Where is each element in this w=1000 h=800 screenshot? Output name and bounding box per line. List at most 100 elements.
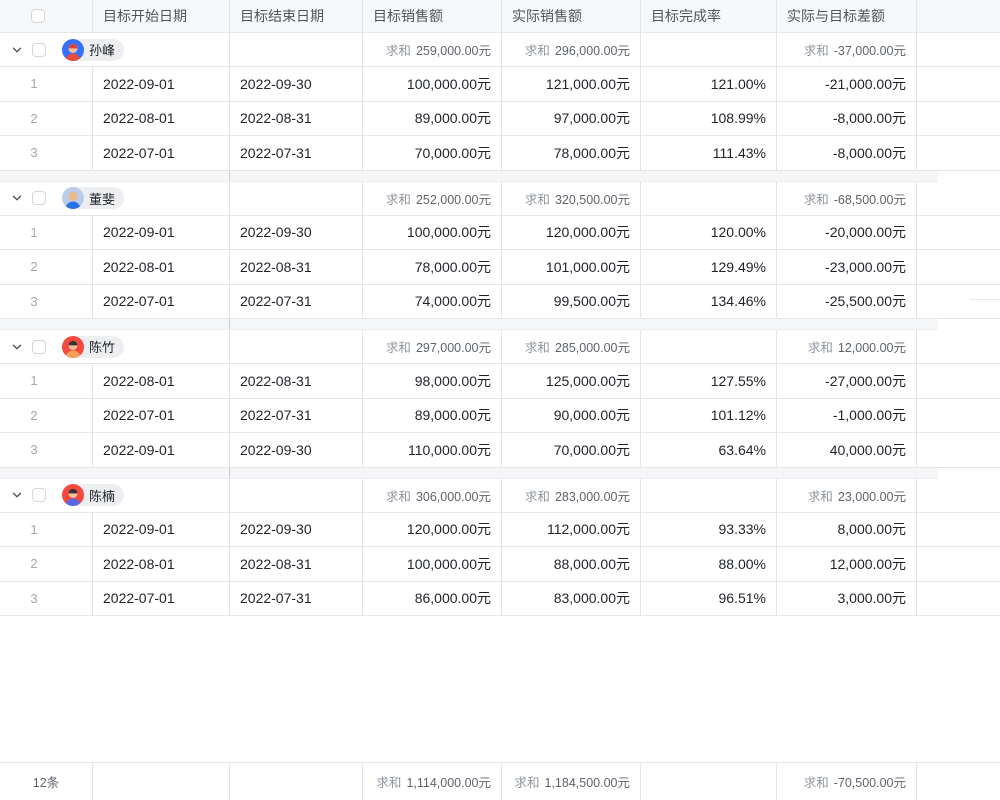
cell-actual-sales[interactable]: 97,000.00元: [502, 101, 641, 135]
cell-end-date[interactable]: 2022-08-31: [230, 364, 363, 398]
cell-target-sales[interactable]: 89,000.00元: [363, 101, 502, 135]
group-checkbox[interactable]: [32, 488, 46, 502]
cell-start-date[interactable]: 2022-09-01: [93, 433, 230, 467]
cell-difference[interactable]: -20,000.00元: [777, 215, 917, 249]
cell-difference[interactable]: -1,000.00元: [777, 398, 917, 432]
cell-completion-rate[interactable]: 63.64%: [641, 433, 777, 467]
cell-target-sales[interactable]: 100,000.00元: [363, 215, 502, 249]
cell-difference[interactable]: -27,000.00元: [777, 364, 917, 398]
scrollbar-thumb[interactable]: [970, 299, 1000, 300]
member-tag[interactable]: 陈竹: [62, 335, 125, 358]
cell-start-date[interactable]: 2022-07-01: [93, 398, 230, 432]
cell-completion-rate[interactable]: 120.00%: [641, 215, 777, 249]
cell-completion-rate[interactable]: 127.55%: [641, 364, 777, 398]
cell-start-date[interactable]: 2022-08-01: [93, 101, 230, 135]
cell-difference[interactable]: -21,000.00元: [777, 67, 917, 101]
cell-end-date[interactable]: 2022-07-31: [230, 136, 363, 170]
cell-actual-sales[interactable]: 101,000.00元: [502, 250, 641, 284]
cell-actual-sales[interactable]: 78,000.00元: [502, 136, 641, 170]
row-handle[interactable]: 3: [0, 136, 93, 170]
row-handle[interactable]: 3: [0, 581, 93, 615]
cell-actual-sales[interactable]: 125,000.00元: [502, 364, 641, 398]
cell-difference[interactable]: 40,000.00元: [777, 433, 917, 467]
group-title-cell[interactable]: 陈楠: [0, 478, 230, 512]
group-title-cell[interactable]: 陈竹: [0, 330, 230, 363]
cell-completion-rate[interactable]: 121.00%: [641, 67, 777, 101]
cell-target-sales[interactable]: 100,000.00元: [363, 547, 502, 581]
column-header[interactable]: 目标开始日期: [93, 0, 230, 32]
cell-target-sales[interactable]: 110,000.00元: [363, 433, 502, 467]
cell-difference[interactable]: 12,000.00元: [777, 547, 917, 581]
cell-end-date[interactable]: 2022-09-30: [230, 215, 363, 249]
column-header[interactable]: 目标结束日期: [230, 0, 363, 32]
cell-actual-sales[interactable]: 90,000.00元: [502, 398, 641, 432]
group-sum-actual-sales[interactable]: 求和 285,000.00元: [502, 330, 641, 363]
footer-sum-actual-sales[interactable]: 求和 1,184,500.00元: [502, 763, 641, 800]
cell-start-date[interactable]: 2022-07-01: [93, 284, 230, 318]
cell-actual-sales[interactable]: 120,000.00元: [502, 215, 641, 249]
cell-target-sales[interactable]: 89,000.00元: [363, 398, 502, 432]
cell-end-date[interactable]: 2022-08-31: [230, 547, 363, 581]
group-sum-target-sales[interactable]: 求和 297,000.00元: [363, 330, 502, 363]
row-handle[interactable]: 2: [0, 398, 93, 432]
cell-actual-sales[interactable]: 99,500.00元: [502, 284, 641, 318]
cell-end-date[interactable]: 2022-09-30: [230, 433, 363, 467]
select-all-checkbox[interactable]: [31, 9, 45, 23]
cell-start-date[interactable]: 2022-09-01: [93, 67, 230, 101]
group-sum-target-sales[interactable]: 求和 259,000.00元: [363, 33, 502, 66]
cell-target-sales[interactable]: 98,000.00元: [363, 364, 502, 398]
cell-end-date[interactable]: 2022-08-31: [230, 250, 363, 284]
cell-actual-sales[interactable]: 112,000.00元: [502, 512, 641, 546]
chevron-down-icon[interactable]: [10, 43, 24, 57]
group-sum-difference[interactable]: 求和 -68,500.00元: [777, 181, 917, 215]
chevron-down-icon[interactable]: [10, 191, 24, 205]
cell-start-date[interactable]: 2022-08-01: [93, 547, 230, 581]
cell-difference[interactable]: -25,500.00元: [777, 284, 917, 318]
chevron-down-icon[interactable]: [10, 488, 24, 502]
cell-target-sales[interactable]: 78,000.00元: [363, 250, 502, 284]
column-header[interactable]: 目标完成率: [641, 0, 777, 32]
group-sum-difference[interactable]: 求和 -37,000.00元: [777, 33, 917, 66]
cell-target-sales[interactable]: 86,000.00元: [363, 581, 502, 615]
cell-difference[interactable]: -23,000.00元: [777, 250, 917, 284]
cell-end-date[interactable]: 2022-09-30: [230, 67, 363, 101]
cell-end-date[interactable]: 2022-08-31: [230, 101, 363, 135]
cell-completion-rate[interactable]: 93.33%: [641, 512, 777, 546]
group-sum-actual-sales[interactable]: 求和 296,000.00元: [502, 33, 641, 66]
row-handle[interactable]: 2: [0, 547, 93, 581]
group-checkbox[interactable]: [32, 339, 46, 354]
group-sum-difference[interactable]: 求和 12,000.00元: [777, 330, 917, 363]
group-title-cell[interactable]: 孙峰: [0, 33, 230, 66]
row-handle[interactable]: 2: [0, 250, 93, 284]
cell-completion-rate[interactable]: 129.49%: [641, 250, 777, 284]
cell-start-date[interactable]: 2022-08-01: [93, 250, 230, 284]
footer-sum-difference[interactable]: 求和 -70,500.00元: [777, 763, 917, 800]
cell-start-date[interactable]: 2022-07-01: [93, 581, 230, 615]
group-checkbox[interactable]: [32, 42, 46, 57]
cell-completion-rate[interactable]: 96.51%: [641, 581, 777, 615]
cell-end-date[interactable]: 2022-07-31: [230, 284, 363, 318]
group-sum-difference[interactable]: 求和 23,000.00元: [777, 478, 917, 512]
group-sum-target-sales[interactable]: 求和 252,000.00元: [363, 181, 502, 215]
row-handle[interactable]: 1: [0, 67, 93, 101]
row-handle[interactable]: 3: [0, 284, 93, 318]
footer-empty-rate[interactable]: [641, 763, 777, 800]
cell-end-date[interactable]: 2022-09-30: [230, 512, 363, 546]
column-header[interactable]: 目标销售额: [363, 0, 502, 32]
cell-completion-rate[interactable]: 101.12%: [641, 398, 777, 432]
member-tag[interactable]: 董斐: [62, 187, 125, 209]
cell-target-sales[interactable]: 100,000.00元: [363, 67, 502, 101]
cell-difference[interactable]: 3,000.00元: [777, 581, 917, 615]
column-header[interactable]: 实际销售额: [502, 0, 641, 32]
group-sum-actual-sales[interactable]: 求和 320,500.00元: [502, 181, 641, 215]
cell-completion-rate[interactable]: 88.00%: [641, 547, 777, 581]
row-handle[interactable]: 3: [0, 433, 93, 467]
row-handle[interactable]: 1: [0, 215, 93, 249]
column-header[interactable]: 实际与目标差额: [777, 0, 917, 32]
group-checkbox[interactable]: [32, 191, 46, 205]
cell-target-sales[interactable]: 70,000.00元: [363, 136, 502, 170]
member-tag[interactable]: 陈楠: [62, 484, 125, 506]
cell-target-sales[interactable]: 120,000.00元: [363, 512, 502, 546]
cell-target-sales[interactable]: 74,000.00元: [363, 284, 502, 318]
row-handle[interactable]: 1: [0, 512, 93, 546]
